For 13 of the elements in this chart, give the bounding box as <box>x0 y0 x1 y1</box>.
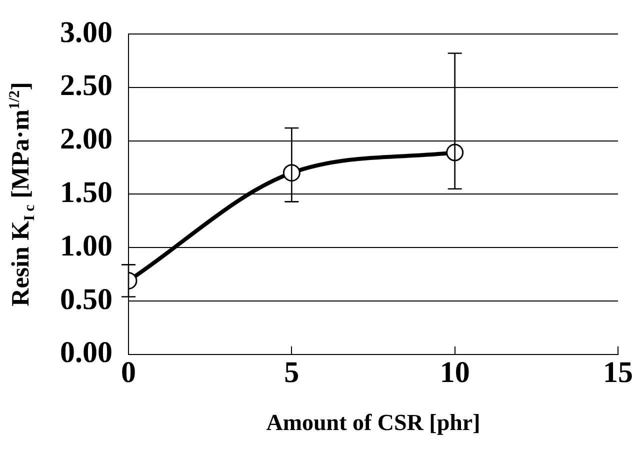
y-tick-label: 2.50 <box>60 69 112 102</box>
y-tick-label: 0.50 <box>60 282 112 316</box>
x-tick-label: 10 <box>440 356 470 390</box>
y-tick-label: 0.00 <box>60 336 112 370</box>
x-tick-label: 15 <box>603 356 633 390</box>
y-tick-label: 2.00 <box>60 122 112 156</box>
y-axis-title: Resin KI c [MPa·m1/2] <box>6 82 38 306</box>
x-tick-label: 5 <box>284 356 300 390</box>
x-tick-label: 0 <box>121 356 136 390</box>
y-tick-label: 1.00 <box>60 229 112 262</box>
y-tick-label: 1.50 <box>60 176 112 209</box>
x-axis-title: Amount of CSR [phr] <box>266 410 480 436</box>
y-tick-label: 3.00 <box>60 16 112 49</box>
